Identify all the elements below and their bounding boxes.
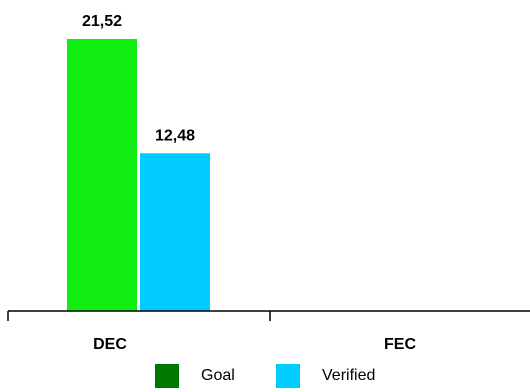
x-tick-label-dec: DEC <box>93 336 127 353</box>
legend-label-goal: Goal <box>201 367 235 384</box>
legend-label-verified: Verified <box>322 367 376 384</box>
bar-verified-dec <box>140 153 210 311</box>
bars-group <box>67 39 210 311</box>
value-labels-group: 21,52 12,48 <box>82 13 195 144</box>
legend-item-verified: Verified <box>276 364 375 388</box>
legend-item-goal: Goal <box>155 364 235 388</box>
legend-swatch-goal <box>155 364 179 388</box>
x-axis <box>7 310 530 321</box>
legend: Goal Verified <box>0 364 530 388</box>
value-label-goal-dec: 21,52 <box>82 13 122 30</box>
value-label-verified-dec: 12,48 <box>155 127 195 144</box>
x-tick-label-fec: FEC <box>384 336 416 353</box>
bar-goal-dec <box>67 39 137 311</box>
x-tick-labels: DEC FEC <box>93 336 416 353</box>
legend-swatch-verified <box>276 364 300 388</box>
